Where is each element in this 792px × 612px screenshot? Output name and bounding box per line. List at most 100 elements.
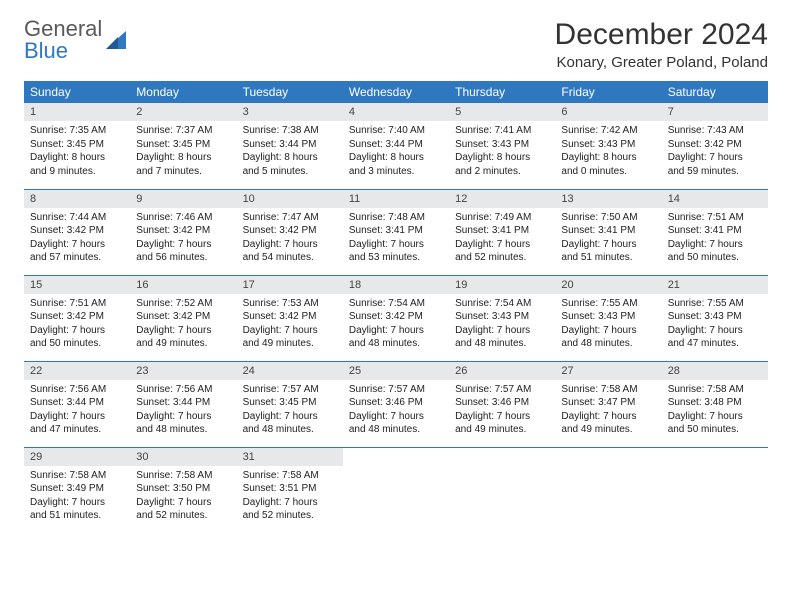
day-body: Sunrise: 7:49 AMSunset: 3:41 PMDaylight:… [449, 208, 555, 270]
logo-sail-icon [104, 29, 128, 51]
day-number: 18 [343, 276, 449, 294]
day-body: Sunrise: 7:58 AMSunset: 3:49 PMDaylight:… [24, 466, 130, 528]
day-number: 23 [130, 362, 236, 380]
daylight-text: Daylight: 7 hours and 47 minutes. [668, 324, 762, 351]
sunset-text: Sunset: 3:41 PM [561, 224, 655, 238]
day-body: Sunrise: 7:53 AMSunset: 3:42 PMDaylight:… [237, 294, 343, 356]
sunrise-text: Sunrise: 7:54 AM [455, 297, 549, 311]
sunset-text: Sunset: 3:43 PM [561, 138, 655, 152]
daylight-text: Daylight: 7 hours and 48 minutes. [561, 324, 655, 351]
calendar-cell: 9Sunrise: 7:46 AMSunset: 3:42 PMDaylight… [130, 189, 236, 275]
calendar-cell: 18Sunrise: 7:54 AMSunset: 3:42 PMDayligh… [343, 275, 449, 361]
day-number: 15 [24, 276, 130, 294]
sunset-text: Sunset: 3:51 PM [243, 482, 337, 496]
sunrise-text: Sunrise: 7:52 AM [136, 297, 230, 311]
day-number: 20 [555, 276, 661, 294]
sunrise-text: Sunrise: 7:57 AM [349, 383, 443, 397]
sunrise-text: Sunrise: 7:58 AM [30, 469, 124, 483]
weekday-header-row: Sunday Monday Tuesday Wednesday Thursday… [24, 81, 768, 103]
sunrise-text: Sunrise: 7:56 AM [30, 383, 124, 397]
sunset-text: Sunset: 3:42 PM [30, 310, 124, 324]
day-body: Sunrise: 7:46 AMSunset: 3:42 PMDaylight:… [130, 208, 236, 270]
day-body: Sunrise: 7:55 AMSunset: 3:43 PMDaylight:… [662, 294, 768, 356]
sunset-text: Sunset: 3:43 PM [668, 310, 762, 324]
daylight-text: Daylight: 7 hours and 47 minutes. [30, 410, 124, 437]
sunset-text: Sunset: 3:49 PM [30, 482, 124, 496]
sunset-text: Sunset: 3:50 PM [136, 482, 230, 496]
sunset-text: Sunset: 3:48 PM [668, 396, 762, 410]
day-number: 17 [237, 276, 343, 294]
day-body: Sunrise: 7:40 AMSunset: 3:44 PMDaylight:… [343, 121, 449, 183]
weekday-header: Wednesday [343, 81, 449, 103]
sunset-text: Sunset: 3:41 PM [455, 224, 549, 238]
page-header: General Blue December 2024 Konary, Great… [24, 18, 768, 71]
calendar-cell: 24Sunrise: 7:57 AMSunset: 3:45 PMDayligh… [237, 361, 343, 447]
calendar-row: 29Sunrise: 7:58 AMSunset: 3:49 PMDayligh… [24, 447, 768, 533]
sunrise-text: Sunrise: 7:55 AM [668, 297, 762, 311]
day-number: 27 [555, 362, 661, 380]
sunset-text: Sunset: 3:42 PM [136, 224, 230, 238]
weekday-header: Monday [130, 81, 236, 103]
day-body: Sunrise: 7:51 AMSunset: 3:41 PMDaylight:… [662, 208, 768, 270]
calendar-row: 15Sunrise: 7:51 AMSunset: 3:42 PMDayligh… [24, 275, 768, 361]
calendar-cell: 8Sunrise: 7:44 AMSunset: 3:42 PMDaylight… [24, 189, 130, 275]
day-number: 2 [130, 103, 236, 121]
calendar-cell: 6Sunrise: 7:42 AMSunset: 3:43 PMDaylight… [555, 103, 661, 189]
calendar-cell: 13Sunrise: 7:50 AMSunset: 3:41 PMDayligh… [555, 189, 661, 275]
sunset-text: Sunset: 3:42 PM [668, 138, 762, 152]
sunset-text: Sunset: 3:42 PM [30, 224, 124, 238]
calendar-cell: 7Sunrise: 7:43 AMSunset: 3:42 PMDaylight… [662, 103, 768, 189]
sunset-text: Sunset: 3:44 PM [30, 396, 124, 410]
sunrise-text: Sunrise: 7:47 AM [243, 211, 337, 225]
weekday-header: Thursday [449, 81, 555, 103]
daylight-text: Daylight: 7 hours and 49 minutes. [136, 324, 230, 351]
day-number: 11 [343, 190, 449, 208]
day-body: Sunrise: 7:54 AMSunset: 3:43 PMDaylight:… [449, 294, 555, 356]
daylight-text: Daylight: 7 hours and 59 minutes. [668, 151, 762, 178]
calendar-cell: 23Sunrise: 7:56 AMSunset: 3:44 PMDayligh… [130, 361, 236, 447]
day-body: Sunrise: 7:57 AMSunset: 3:45 PMDaylight:… [237, 380, 343, 442]
calendar-cell: 12Sunrise: 7:49 AMSunset: 3:41 PMDayligh… [449, 189, 555, 275]
day-number: 30 [130, 448, 236, 466]
daylight-text: Daylight: 8 hours and 7 minutes. [136, 151, 230, 178]
day-body: Sunrise: 7:37 AMSunset: 3:45 PMDaylight:… [130, 121, 236, 183]
day-number: 9 [130, 190, 236, 208]
calendar-cell: 11Sunrise: 7:48 AMSunset: 3:41 PMDayligh… [343, 189, 449, 275]
logo-text: General Blue [24, 18, 102, 62]
day-body: Sunrise: 7:43 AMSunset: 3:42 PMDaylight:… [662, 121, 768, 183]
sunset-text: Sunset: 3:41 PM [349, 224, 443, 238]
day-number: 25 [343, 362, 449, 380]
daylight-text: Daylight: 7 hours and 48 minutes. [136, 410, 230, 437]
calendar-cell: 30Sunrise: 7:58 AMSunset: 3:50 PMDayligh… [130, 447, 236, 533]
day-number: 19 [449, 276, 555, 294]
day-number: 24 [237, 362, 343, 380]
sunrise-text: Sunrise: 7:57 AM [243, 383, 337, 397]
calendar-table: Sunday Monday Tuesday Wednesday Thursday… [24, 81, 768, 533]
sunrise-text: Sunrise: 7:44 AM [30, 211, 124, 225]
daylight-text: Daylight: 7 hours and 51 minutes. [30, 496, 124, 523]
day-number: 4 [343, 103, 449, 121]
daylight-text: Daylight: 8 hours and 2 minutes. [455, 151, 549, 178]
page-title: December 2024 [555, 18, 768, 52]
calendar-cell: 28Sunrise: 7:58 AMSunset: 3:48 PMDayligh… [662, 361, 768, 447]
day-body: Sunrise: 7:58 AMSunset: 3:48 PMDaylight:… [662, 380, 768, 442]
calendar-cell: 1Sunrise: 7:35 AMSunset: 3:45 PMDaylight… [24, 103, 130, 189]
daylight-text: Daylight: 7 hours and 48 minutes. [349, 324, 443, 351]
day-number: 3 [237, 103, 343, 121]
day-body: Sunrise: 7:54 AMSunset: 3:42 PMDaylight:… [343, 294, 449, 356]
calendar-row: 22Sunrise: 7:56 AMSunset: 3:44 PMDayligh… [24, 361, 768, 447]
day-body: Sunrise: 7:42 AMSunset: 3:43 PMDaylight:… [555, 121, 661, 183]
day-number: 12 [449, 190, 555, 208]
sunset-text: Sunset: 3:44 PM [349, 138, 443, 152]
sunset-text: Sunset: 3:41 PM [668, 224, 762, 238]
day-body: Sunrise: 7:56 AMSunset: 3:44 PMDaylight:… [130, 380, 236, 442]
daylight-text: Daylight: 7 hours and 52 minutes. [455, 238, 549, 265]
daylight-text: Daylight: 8 hours and 9 minutes. [30, 151, 124, 178]
daylight-text: Daylight: 7 hours and 52 minutes. [243, 496, 337, 523]
sunrise-text: Sunrise: 7:58 AM [136, 469, 230, 483]
sunset-text: Sunset: 3:43 PM [455, 138, 549, 152]
day-body: Sunrise: 7:58 AMSunset: 3:51 PMDaylight:… [237, 466, 343, 528]
sunrise-text: Sunrise: 7:55 AM [561, 297, 655, 311]
sunrise-text: Sunrise: 7:42 AM [561, 124, 655, 138]
day-number: 22 [24, 362, 130, 380]
